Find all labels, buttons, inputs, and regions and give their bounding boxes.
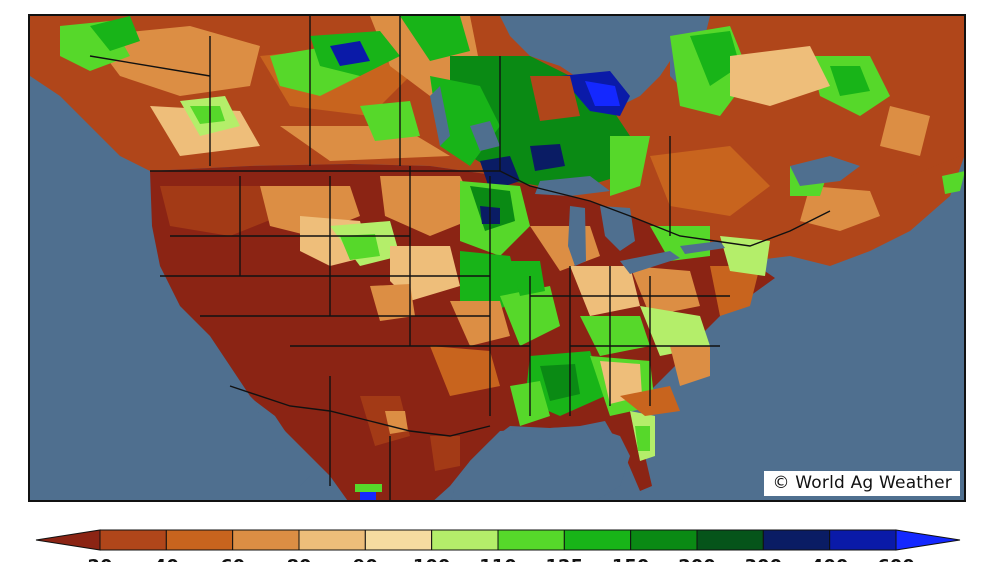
map-canvas: [30, 16, 964, 500]
legend-tick-label: 90: [353, 556, 378, 562]
precipitation-map: © World Ag Weather: [28, 14, 966, 502]
legend-tick-label: 100: [413, 556, 451, 562]
precipitation-legend: 20 40 60 80 90 100 110 125 150 200 300 400 600: [35, 529, 961, 562]
gulf-of-california: [255, 401, 310, 486]
hudson-bay: [500, 16, 680, 106]
legend-color-box: [431, 529, 499, 551]
legend-color-box: [630, 529, 698, 551]
legend-color-box: [298, 529, 366, 551]
legend-color-box: [497, 529, 565, 551]
legend-color-box: [232, 529, 300, 551]
legend-color-box: [165, 529, 234, 551]
legend-color-box: [829, 529, 897, 551]
legend-tick-label: 150: [612, 556, 650, 562]
legend-color-box: [99, 529, 167, 551]
gulf-of-mexico: [451, 426, 630, 500]
legend-color-bar: [35, 529, 961, 551]
us-precip-patches: [160, 176, 770, 500]
legend-cap-right: [895, 529, 961, 551]
legend-tick-label: 60: [220, 556, 245, 562]
legend-tick-label: 80: [286, 556, 311, 562]
legend-tick-label: 40: [154, 556, 179, 562]
legend-tick-label: 600: [877, 556, 915, 562]
borders: [89, 16, 831, 500]
canada-precip-patches: [60, 16, 964, 231]
legend-tick-label: 110: [479, 556, 517, 562]
watermark: © World Ag Weather: [764, 471, 960, 496]
legend-tick-label: 300: [745, 556, 783, 562]
legend-color-box: [696, 529, 764, 551]
legend-tick-label: 200: [678, 556, 716, 562]
legend-tick-labels: 20 40 60 80 90 100 110 125 150 200 300 400 600: [87, 556, 914, 562]
legend-tick-label: 400: [811, 556, 849, 562]
legend-color-box: [563, 529, 632, 551]
legend-color-box: [364, 529, 433, 551]
legend-tick-label: 20: [87, 556, 112, 562]
legend-color-box: [762, 529, 831, 551]
great-lakes: [430, 86, 725, 274]
st-lawrence-gulf: [790, 156, 860, 186]
legend-cap-left: [35, 529, 101, 551]
legend-tick-label: 125: [546, 556, 584, 562]
